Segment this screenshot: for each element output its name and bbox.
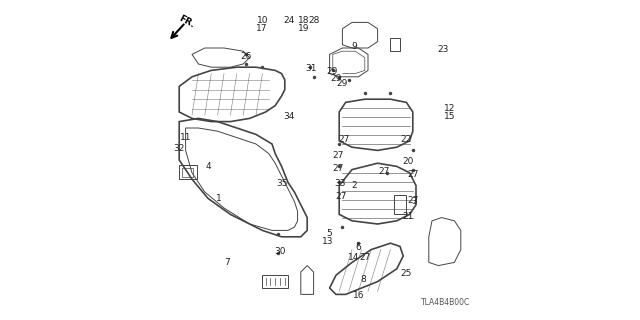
Text: 11: 11 [180, 133, 191, 142]
Text: 22: 22 [401, 135, 412, 144]
Text: 21: 21 [403, 212, 413, 220]
Text: 27: 27 [378, 167, 390, 176]
Bar [182, 168, 193, 177]
Text: 7: 7 [225, 258, 230, 267]
Text: 17: 17 [256, 24, 268, 33]
Text: 31: 31 [305, 64, 317, 73]
Text: 2: 2 [352, 181, 357, 190]
Bar [262, 275, 288, 288]
Bar [179, 165, 197, 179]
Text: 1: 1 [216, 194, 222, 203]
Text: 27: 27 [407, 170, 419, 179]
Text: 33: 33 [334, 180, 346, 188]
Text: 12: 12 [444, 104, 455, 113]
Text: 30: 30 [275, 247, 285, 256]
Text: 27: 27 [332, 151, 343, 160]
Text: 34: 34 [283, 112, 294, 121]
Text: 24: 24 [284, 16, 295, 25]
Text: 6: 6 [355, 244, 360, 252]
Text: 27: 27 [359, 253, 371, 262]
Text: 29: 29 [326, 67, 337, 76]
Text: 10: 10 [257, 16, 268, 25]
Text: 20: 20 [403, 157, 413, 166]
Text: 8: 8 [360, 276, 366, 284]
Text: 13: 13 [323, 237, 333, 246]
Text: 28: 28 [308, 16, 320, 25]
Text: 16: 16 [353, 292, 365, 300]
Text: 5: 5 [327, 229, 332, 238]
Text: 27: 27 [335, 192, 346, 201]
Text: 35: 35 [276, 180, 287, 188]
Bar [394, 195, 406, 214]
Text: 3: 3 [412, 197, 417, 206]
Text: 26: 26 [240, 52, 252, 60]
Text: 4: 4 [205, 162, 211, 171]
Text: 27: 27 [339, 135, 349, 144]
Text: 29: 29 [337, 79, 348, 88]
Text: 23: 23 [437, 45, 448, 54]
Text: 25: 25 [400, 269, 412, 278]
Text: TLA4B4B00C: TLA4B4B00C [421, 298, 470, 307]
Text: 18: 18 [298, 16, 309, 25]
Text: 19: 19 [298, 24, 309, 33]
Text: 15: 15 [444, 112, 455, 121]
Text: 32: 32 [173, 144, 184, 153]
Text: 9: 9 [351, 42, 357, 51]
Text: 27: 27 [332, 164, 343, 172]
Text: 14: 14 [348, 253, 359, 262]
Bar [390, 38, 400, 51]
Text: FR.: FR. [178, 13, 196, 29]
Text: 27: 27 [407, 196, 419, 204]
Text: 29: 29 [330, 74, 341, 83]
